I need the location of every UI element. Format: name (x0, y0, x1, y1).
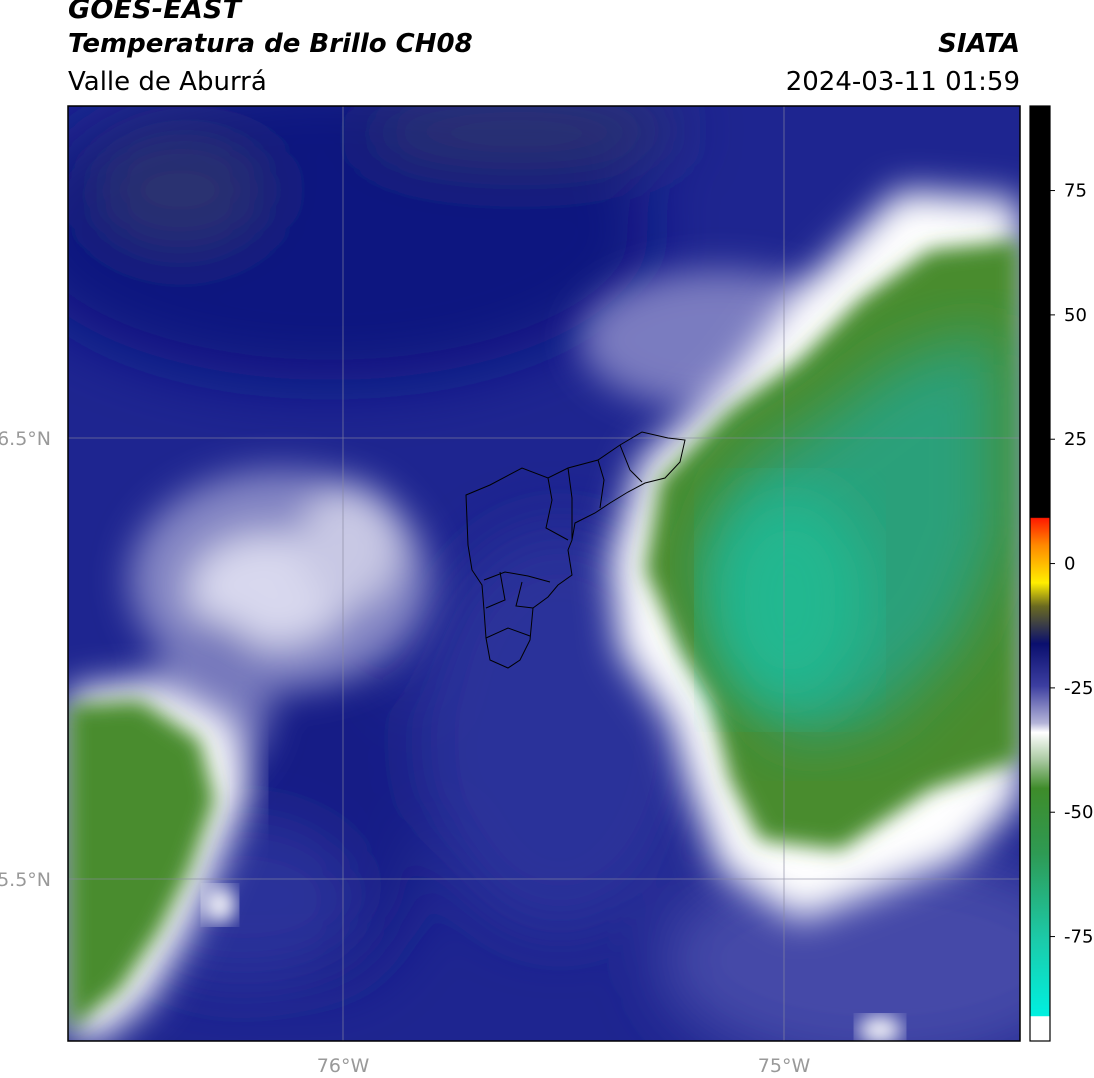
lat-label: 5.5°N (0, 869, 51, 891)
brightness-temperature-field (68, 106, 1020, 1041)
colorbar-tick-label: -75 (1064, 927, 1093, 948)
lon-label: 75°W (758, 1055, 811, 1077)
timestamp-label: 2024-03-11 01:59 (785, 67, 1020, 97)
colorbar-tick-label: 0 (1064, 554, 1075, 575)
lat-labels: 6.5°N 5.5°N (0, 428, 51, 891)
colorbar-strip (1029, 105, 1051, 1042)
graticule (68, 106, 1020, 1041)
cold-cloud-east (610, 190, 1020, 920)
product-subtitle: Temperatura de Brillo CH08 (68, 29, 473, 59)
colorbar-tick-label: -50 (1064, 802, 1093, 823)
valle-de-aburra-boundaries (465, 431, 686, 669)
lon-label: 76°W (317, 1055, 370, 1077)
organization-label: SIATA (938, 29, 1020, 59)
colorbar: 75 50 25 0 -25 -50 -75 (1029, 105, 1093, 1042)
colorbar-tick-label: 50 (1064, 305, 1087, 326)
colorbar-ticks: 75 50 25 0 -25 -50 -75 (1050, 181, 1093, 948)
region-label: Valle de Aburrá (68, 67, 267, 97)
colorbar-tick-label: 25 (1064, 429, 1087, 450)
colorbar-tick-label: 75 (1064, 181, 1087, 202)
lat-label: 6.5°N (0, 428, 51, 450)
lon-labels: 76°W 75°W (317, 1055, 811, 1077)
cold-cloud-west (68, 680, 902, 1041)
map-title: GOES-EAST (68, 0, 242, 25)
colorbar-tick-label: -25 (1064, 678, 1093, 699)
map-frame (67, 105, 1021, 1042)
